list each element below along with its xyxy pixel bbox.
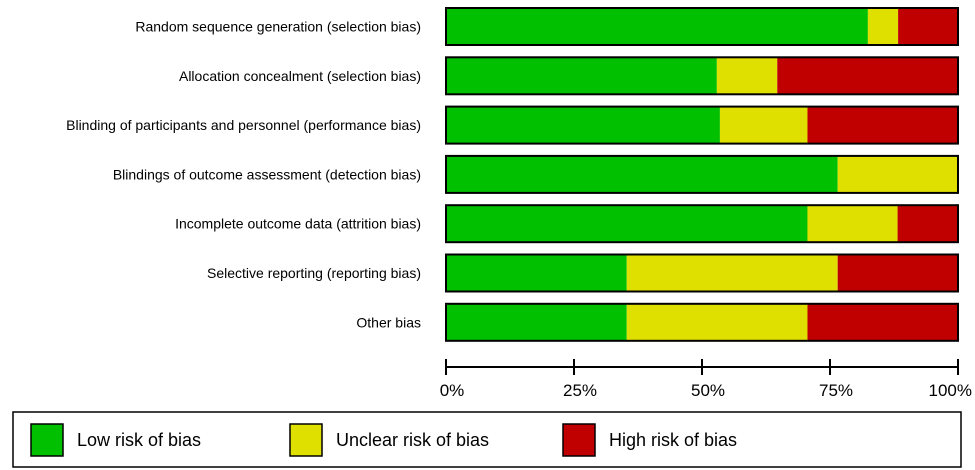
x-tick-label: 50%: [691, 381, 725, 400]
legend-swatch: [562, 423, 596, 457]
bar-outline: [445, 204, 959, 244]
bar-segment: [446, 8, 868, 45]
legend-label: Low risk of bias: [77, 430, 201, 450]
legend: Low risk of bias Unclear risk of bias High…: [12, 411, 962, 468]
bar-segment: [807, 205, 898, 243]
bar-outline: [445, 302, 959, 342]
legend-label: High risk of bias: [609, 430, 737, 450]
bar-segment: [626, 254, 838, 292]
category-label: Blindings of outcome assessment (detecti…: [113, 166, 421, 182]
bar-segment: [897, 205, 958, 243]
bar-outline: [445, 253, 959, 293]
category-label: Random sequence generation (selection bi…: [135, 19, 421, 35]
bar-segment: [719, 106, 808, 144]
bar-segment: [807, 106, 958, 144]
legend-swatch: [30, 423, 64, 457]
category-label: Allocation concealment (selection bias): [179, 68, 421, 84]
category-label: Blinding of participants and personnel (…: [66, 117, 421, 133]
bars: [445, 7, 959, 342]
bar-segment: [777, 57, 958, 95]
bar-segment: [807, 303, 958, 341]
bar-segment: [446, 106, 720, 144]
bar-outline: [445, 7, 959, 46]
category-label: Incomplete outcome data (attrition bias): [175, 216, 421, 232]
legend-swatch: [289, 423, 323, 457]
bar-segment: [837, 254, 958, 292]
bar-segment: [898, 8, 958, 45]
x-tick-label: 0%: [440, 381, 465, 400]
bar-segment: [446, 155, 838, 193]
bar-segment: [446, 57, 717, 95]
legend-box: [12, 411, 962, 468]
bar-outline: [445, 56, 959, 96]
bar-segment: [446, 303, 627, 341]
bar-segment: [446, 254, 627, 292]
x-tick-label: 25%: [563, 381, 597, 400]
bar-segment: [837, 155, 958, 193]
x-tick-label: 100%: [929, 381, 972, 400]
x-tick-label: 75%: [819, 381, 853, 400]
category-labels: Random sequence generation (selection bi…: [66, 19, 421, 331]
category-label: Selective reporting (reporting bias): [207, 265, 421, 281]
category-label: Other bias: [356, 314, 421, 330]
legend-label: Unclear risk of bias: [336, 430, 489, 450]
x-axis: 0% 25% 50% 75% 100%: [440, 359, 972, 400]
bar-segment: [626, 303, 808, 341]
bar-segment: [716, 57, 778, 95]
bar-outline: [445, 105, 959, 145]
bar-segment: [867, 8, 899, 45]
bar-outline: [445, 154, 959, 194]
bar-segment: [446, 205, 808, 243]
